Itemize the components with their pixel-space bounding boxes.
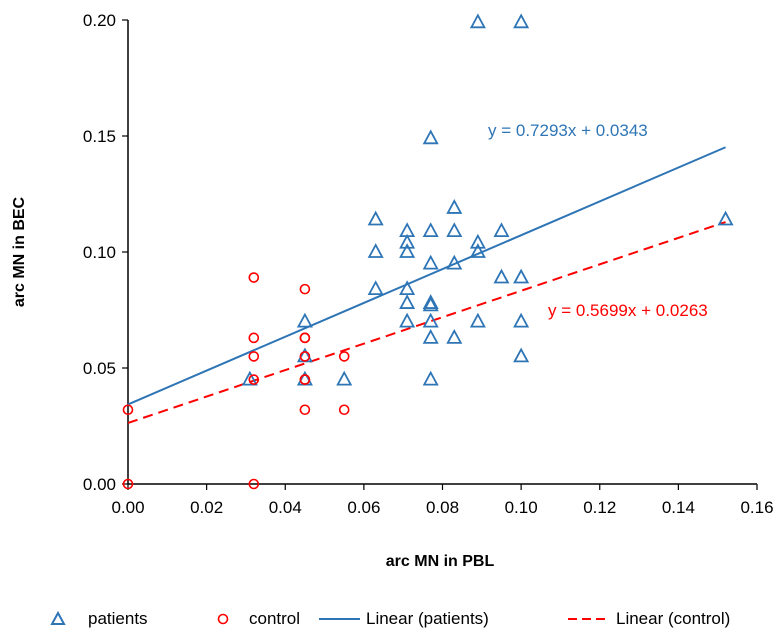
- legend-item-patients: patients: [50, 609, 148, 628]
- legend-label-control: control: [249, 609, 300, 628]
- patients-point: [399, 243, 416, 258]
- patients-point: [422, 296, 439, 312]
- legend-label-linear-control: Linear (control): [616, 609, 730, 628]
- patients-point: [399, 312, 416, 328]
- trendline-patients: [127, 146, 726, 406]
- patients-point: [422, 222, 439, 238]
- control-point: [248, 332, 260, 344]
- trendline-control: [127, 221, 726, 424]
- control-point: [299, 283, 311, 295]
- patients-point: [422, 312, 439, 328]
- patients-point: [336, 370, 353, 386]
- control-point: [122, 478, 134, 490]
- patients-point: [422, 294, 439, 309]
- patients-point: [446, 222, 463, 238]
- legend-item-linear-patients: Linear (patients): [319, 609, 489, 628]
- patients-point: [399, 233, 416, 249]
- x-tick-label: 0.04: [269, 498, 302, 517]
- legend-item-control: control: [217, 609, 300, 628]
- y-tick-label: 0.10: [83, 243, 116, 262]
- patients-point: [513, 13, 530, 29]
- patients-point: [469, 312, 486, 328]
- legend-label-linear-patients: Linear (patients): [366, 609, 489, 628]
- patients-point: [241, 370, 258, 386]
- y-tick-label: 0.05: [83, 359, 116, 378]
- patients-point: [422, 254, 439, 270]
- control-point: [338, 351, 350, 362]
- data-points: [122, 13, 734, 490]
- control-point: [248, 351, 260, 362]
- patients-point: [493, 268, 510, 284]
- legend-triangle-marker: [50, 610, 66, 625]
- y-tick-label: 0.15: [83, 127, 116, 146]
- y-axis-title: arc MN in BEC: [11, 196, 28, 307]
- x-tick-label: 0.14: [662, 498, 695, 517]
- patients-point: [493, 222, 510, 238]
- patients-point: [717, 210, 734, 226]
- patients-point: [422, 370, 439, 386]
- legend-circle-marker: [217, 613, 229, 625]
- control-point: [338, 404, 350, 416]
- control-point: [248, 272, 260, 283]
- control-point: [299, 351, 311, 362]
- x-ticks: 0.00 0.02 0.04 0.06 0.08 0.10 0.12 0.14 0.16: [111, 484, 774, 517]
- patients-point: [367, 243, 384, 258]
- patients-trendline-equation: y = 0.7293x + 0.0343: [488, 121, 648, 140]
- patients-point: [446, 254, 463, 270]
- patients-point: [367, 210, 384, 226]
- x-tick-label: 0.08: [426, 498, 459, 517]
- x-tick-label: 0.16: [740, 498, 773, 517]
- trendlines: [127, 146, 726, 424]
- x-tick-label: 0.02: [190, 498, 223, 517]
- legend-label-patients: patients: [88, 609, 148, 628]
- patients-point: [469, 233, 486, 249]
- y-tick-label: 0.20: [83, 11, 116, 30]
- patients-point: [469, 243, 486, 258]
- axes: [127, 20, 757, 485]
- patients-point: [399, 294, 416, 309]
- patients-point: [446, 199, 463, 214]
- patients-point: [422, 328, 439, 344]
- control-trendline-equation: y = 0.5699x + 0.0263: [548, 301, 708, 320]
- x-axis-title: arc MN in PBL: [386, 553, 495, 570]
- control-point: [299, 332, 311, 344]
- patients-point: [513, 347, 530, 363]
- control-point: [122, 404, 134, 416]
- x-tick-label: 0.10: [505, 498, 538, 517]
- y-tick-label: 0.00: [83, 475, 116, 494]
- patients-point: [399, 280, 416, 296]
- x-tick-label: 0.06: [347, 498, 380, 517]
- legend-item-linear-control: Linear (control): [568, 609, 730, 628]
- patients-point: [296, 312, 313, 328]
- control-point: [248, 374, 260, 385]
- legend: patients control Linear (patients) Linea…: [50, 609, 730, 628]
- patients-point: [513, 312, 530, 328]
- control-point: [299, 404, 311, 416]
- control-point: [248, 478, 260, 490]
- patients-point: [513, 268, 530, 284]
- patients-point: [469, 13, 486, 29]
- patients-point: [446, 328, 463, 344]
- x-tick-label: 0.00: [111, 498, 144, 517]
- y-ticks: 0.00 0.05 0.10 0.15 0.20: [83, 11, 128, 494]
- patients-point: [422, 129, 439, 145]
- x-tick-label: 0.12: [583, 498, 616, 517]
- control-point: [299, 374, 311, 385]
- patients-point: [367, 280, 384, 296]
